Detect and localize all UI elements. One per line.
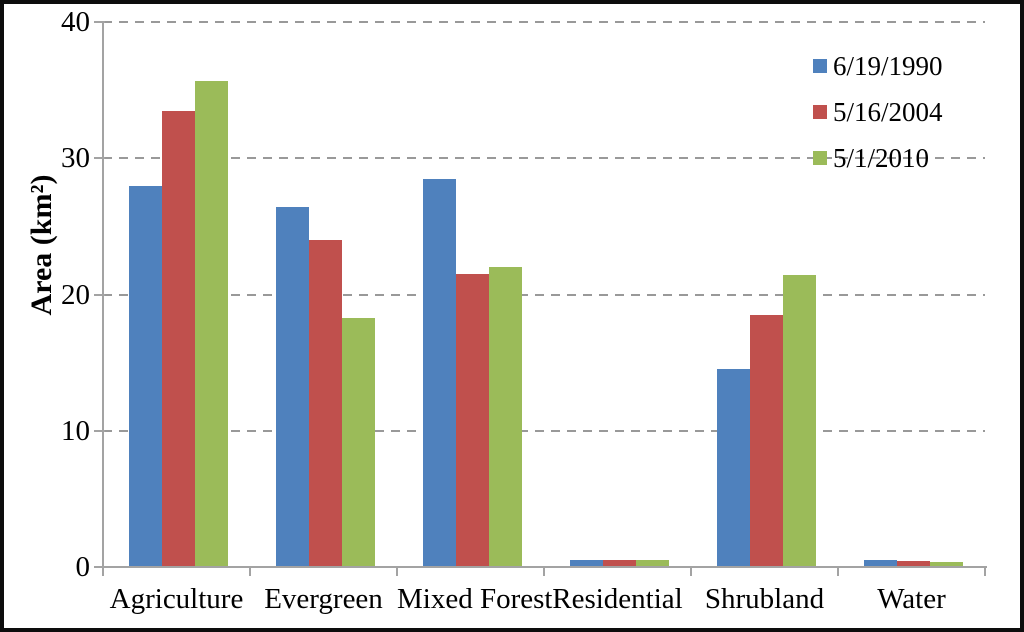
gridline-y-10 xyxy=(103,429,985,432)
x-tick-1 xyxy=(249,567,251,576)
bar-6-19-1990-residential xyxy=(570,560,603,567)
legend-swatch-icon xyxy=(813,59,827,73)
bar-5-16-2004-mixed-forest xyxy=(456,274,489,567)
bar-5-16-2004-residential xyxy=(603,560,636,567)
legend-label: 6/19/1990 xyxy=(833,51,943,81)
legend-swatch-icon xyxy=(813,151,827,165)
bar-5-1-2010-evergreen xyxy=(342,317,375,567)
x-axis-line xyxy=(103,566,987,568)
x-category-label-evergreen: Evergreen xyxy=(264,583,383,615)
gridline-y-30 xyxy=(103,157,985,160)
bar-5-16-2004-agriculture xyxy=(162,110,195,567)
bar-6-19-1990-agriculture xyxy=(129,185,162,567)
bar-5-16-2004-shrubland xyxy=(750,314,783,567)
x-category-label-agriculture: Agriculture xyxy=(109,583,244,615)
y-tick-label-30: 30 xyxy=(61,142,90,175)
y-tick-40 xyxy=(94,21,105,23)
plot-area xyxy=(103,21,985,567)
legend-item-5-1-2010: 5/1/2010 xyxy=(813,143,943,173)
x-category-label-shrubland: Shrubland xyxy=(704,583,825,615)
legend-swatch-icon xyxy=(813,105,827,119)
bar-6-19-1990-water xyxy=(864,559,897,567)
y-tick-label-40: 40 xyxy=(61,6,90,38)
y-tick-0 xyxy=(94,566,105,568)
bar-5-1-2010-agriculture xyxy=(195,80,228,567)
legend-label: 5/1/2010 xyxy=(833,143,930,173)
x-tick-0 xyxy=(102,567,104,576)
x-tick-3 xyxy=(543,567,545,576)
legend-item-6-19-1990: 6/19/1990 xyxy=(813,51,943,81)
bar-5-16-2004-water xyxy=(897,560,930,567)
y-tick-30 xyxy=(94,157,105,160)
bar-5-1-2010-shrubland xyxy=(783,275,816,567)
y-tick-label-20: 20 xyxy=(61,278,90,311)
x-category-label-residential: Residential xyxy=(552,583,683,615)
x-tick-5 xyxy=(837,567,839,576)
x-tick-4 xyxy=(690,567,692,576)
bar-5-1-2010-water xyxy=(930,562,963,567)
bar-6-19-1990-mixed-forest xyxy=(423,178,456,567)
y-tick-20 xyxy=(94,293,105,296)
legend: 6/19/1990 5/16/2004 5/1/2010 xyxy=(813,51,943,189)
gridline-y-20 xyxy=(103,293,985,296)
y-tick-10 xyxy=(94,429,105,432)
bar-6-19-1990-shrubland xyxy=(717,369,750,567)
y-axis-title: Area (km²) xyxy=(25,174,58,316)
legend-label: 5/16/2004 xyxy=(833,97,943,127)
gridline-y-40 xyxy=(103,21,985,23)
bar-5-1-2010-residential xyxy=(636,560,669,567)
y-tick-label-0: 0 xyxy=(75,551,91,583)
y-tick-label-10: 10 xyxy=(61,414,90,447)
x-category-label-water: Water xyxy=(877,583,946,615)
bar-5-1-2010-mixed-forest xyxy=(489,267,522,567)
x-tick-6 xyxy=(984,567,986,576)
x-category-label-mixed-forest: Mixed Forest xyxy=(397,583,553,615)
x-tick-2 xyxy=(396,567,398,576)
bar-6-19-1990-evergreen xyxy=(276,207,309,567)
legend-item-5-16-2004: 5/16/2004 xyxy=(813,97,943,127)
bar-5-16-2004-evergreen xyxy=(309,240,342,567)
